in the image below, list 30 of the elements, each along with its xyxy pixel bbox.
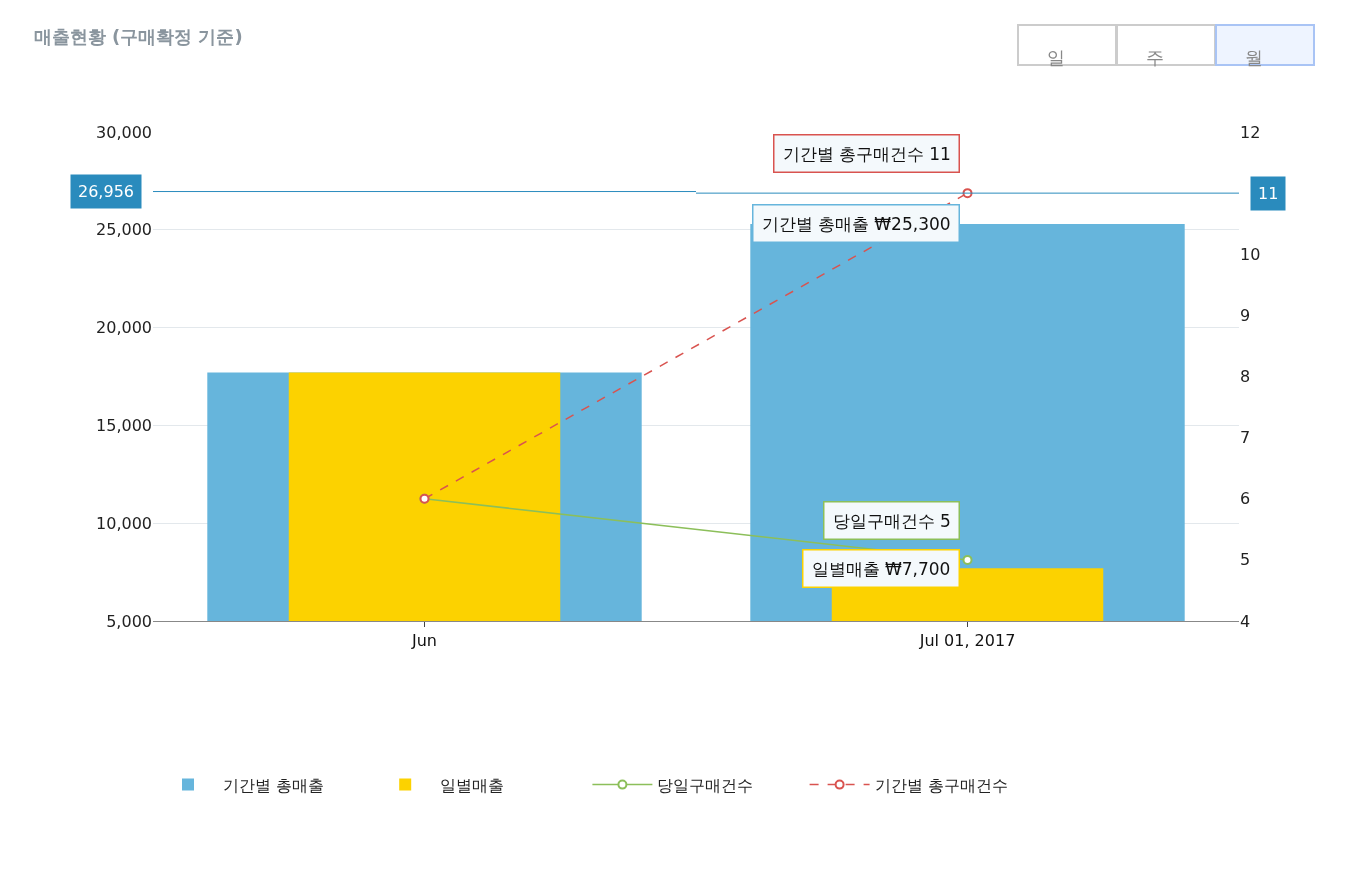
y2-tick-label: 8 xyxy=(1240,367,1251,387)
annotation: 기간별 총매출 ₩25,300 xyxy=(761,213,951,234)
y2-tick-label: 12 xyxy=(1240,122,1261,142)
y-tick-label: 25,000 xyxy=(96,220,152,240)
ref-line-label: 26,956 xyxy=(78,182,134,201)
y-tick-label: 5,000 xyxy=(106,611,152,631)
ref-line-label: 11 xyxy=(1258,184,1279,203)
y-tick-label: 10,000 xyxy=(96,513,152,533)
legend-label: 일별매출 xyxy=(440,775,505,795)
legend-label: 기간별 총구매건수 xyxy=(874,775,1008,795)
y2-tick-label: 5 xyxy=(1240,550,1251,570)
annotation: 일별매출 ₩7,700 xyxy=(811,558,951,579)
chart-title: 매출현황 (구매확정 기준) xyxy=(33,26,243,48)
text: 월 xyxy=(1245,47,1263,68)
y2-tick-label: 10 xyxy=(1240,244,1261,264)
y2-tick-label: 6 xyxy=(1240,489,1251,509)
y2-tick-label: 9 xyxy=(1240,305,1251,325)
y-tick-label: 20,000 xyxy=(96,318,152,338)
x-tick-label: Jul 01, 2017 xyxy=(918,631,1016,651)
legend-label: 당일구매건수 xyxy=(657,775,754,795)
y2-tick-label: 7 xyxy=(1240,428,1251,448)
text: 주 xyxy=(1146,47,1164,68)
y2-tick-label: 4 xyxy=(1240,611,1251,631)
annotation: 기간별 총구매건수 11 xyxy=(782,143,951,164)
x-tick-label: Jun xyxy=(411,631,437,651)
annotation: 당일구매건수 5 xyxy=(832,510,951,531)
y-tick-label: 30,000 xyxy=(96,122,152,142)
y-tick-label: 15,000 xyxy=(96,416,152,435)
legend-label: 기간별 총매출 xyxy=(223,775,325,795)
text: 일 xyxy=(1047,47,1065,68)
